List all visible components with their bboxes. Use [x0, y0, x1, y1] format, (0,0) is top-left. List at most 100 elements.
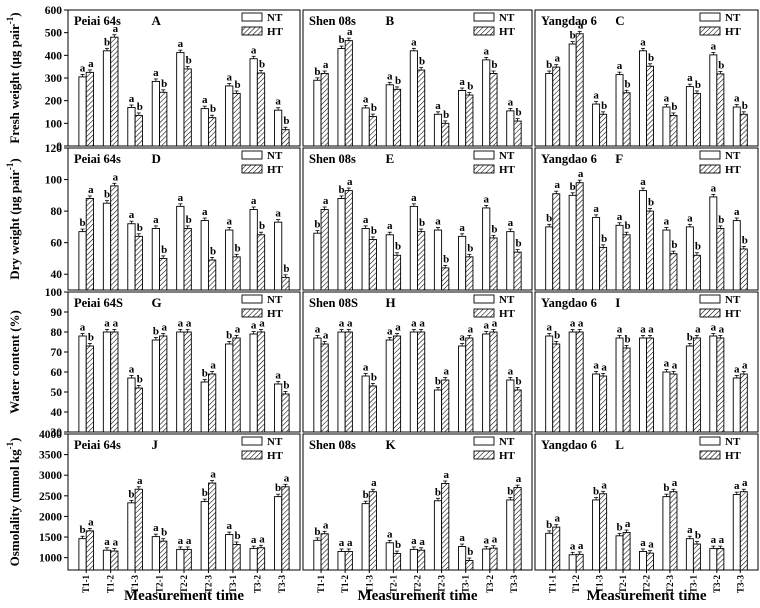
panel-k-bar-nt-T1-3: [361, 503, 370, 571]
panel-j-bar-ht-T3-1: [232, 543, 241, 571]
panel-f-bar-ht-T1-3: [599, 246, 608, 291]
panel-f-cultivar-label: Yangdao 6: [541, 152, 597, 166]
panel-a-bar-ht-T3-3: [281, 129, 290, 147]
panel-k-bar-nt-T1-2: [337, 551, 346, 571]
panel-i-bar-nt-T2-1: [615, 337, 624, 433]
panel-j-sig-nt-T2-3: b: [202, 487, 208, 499]
panel-h-bar-nt-T1-2: [337, 331, 346, 433]
panel-d-cultivar-label: Peiai 64s: [74, 152, 121, 166]
panel-a-bar-nt-T2-3: [200, 108, 209, 147]
panel-i-bar-ht-T3-2: [716, 337, 725, 433]
panel-i-sig-ht-T1-3: a: [601, 361, 607, 373]
panel-e-legend-ht-label: HT: [499, 164, 516, 176]
panel-h-bar-ht-T3-1: [465, 337, 474, 433]
panel-k-legend-ht-swatch: [473, 450, 495, 460]
panel-a-sig-nt-T2-3: a: [202, 94, 208, 106]
panel-i-legend-nt-label: NT: [725, 294, 741, 306]
panel-g-bar-ht-T3-2: [256, 331, 266, 433]
panel-a-legend-nt-label: NT: [267, 12, 283, 24]
panel-d-sig-ht-T2-2: b: [186, 214, 192, 226]
panel-k-x-tick-label-T2-2: T2-2: [413, 575, 423, 594]
y-tick-label-dry-weight-80: 80: [51, 206, 63, 218]
panel-a-bar-ht-T2-1: [159, 91, 168, 147]
panel-e-sig-ht-T3-1: b: [467, 242, 473, 254]
panel-j-bar-ht-T2-3: [207, 482, 217, 571]
panel-i-sig-nt-T3-3: a: [734, 363, 740, 375]
panel-b-bar-nt-T3-3: [506, 110, 515, 147]
panel-l-bar-ht-T3-3: [739, 491, 748, 571]
panel-b-bar-ht-T1-1: [320, 73, 329, 147]
panel-b-bar-ht-T2-3: [441, 122, 450, 147]
panel-g-sig-nt-T2-1: b: [153, 325, 159, 337]
panel-d-bar-nt-T2-1: [151, 228, 161, 291]
panel-l-x-tick-label-T2-1: T2-1: [618, 575, 628, 594]
panel-j-bar-nt-T1-1: [78, 538, 87, 571]
panel-b-sig-ht-T1-2: a: [347, 26, 353, 38]
panel-a-sig-nt-T3-3: a: [275, 96, 281, 108]
panel-f-bar-nt-T3-3: [732, 220, 741, 291]
panel-b-sig-nt-T1-2: b: [338, 34, 344, 46]
panel-a-sig-ht-T2-3: b: [210, 103, 216, 115]
panel-e-bar-nt-T3-1: [458, 235, 467, 291]
panel-k-sig-nt-T1-2: a: [339, 537, 345, 549]
panel-a-bar-nt-T2-1: [151, 80, 161, 147]
panel-k-bar-nt-T3-1: [458, 546, 467, 571]
panel-c-sig-nt-T1-2: b: [570, 30, 576, 42]
panel-g-bar-nt-T3-3: [273, 383, 283, 433]
panel-h-legend-nt-swatch: [473, 294, 495, 304]
panel-d-sig-nt-T1-2: b: [104, 189, 110, 201]
panel-g-legend-ht-swatch: [241, 308, 263, 318]
y-tick-label-osmolality-4000: 4000: [39, 429, 62, 441]
panel-j-bar-ht-T1-2: [110, 550, 119, 571]
panel-f-bar-nt-T2-2: [639, 190, 647, 291]
panel-j-bar-nt-T1-2: [102, 549, 112, 571]
panel-f-bar-nt-T2-3: [662, 229, 671, 291]
panel-a-legend-nt-swatch: [241, 12, 263, 22]
panel-j-bar-ht-T3-3: [281, 486, 290, 571]
panel-b-bar-ht-T3-2: [489, 73, 498, 147]
panel-c-sig-nt-T2-1: a: [617, 60, 623, 72]
panel-j-sig-nt-T2-1: a: [153, 522, 159, 534]
panel-c-bar-nt-T2-1: [615, 74, 624, 147]
panel-g-bar-ht-T1-3: [134, 387, 143, 433]
panel-l-bar-ht-T3-2: [716, 548, 725, 571]
panel-i-sig-nt-T1-2: a: [570, 317, 576, 329]
panel-b-sig-nt-T1-1: b: [314, 66, 320, 78]
panel-b-bar-nt-T1-1: [313, 79, 322, 147]
panel-f-legend-ht-label: HT: [725, 164, 742, 176]
panel-l-bar-nt-T3-3: [732, 494, 741, 571]
y-tick-label-osmolality-2500: 2500: [39, 491, 62, 503]
panel-d-bar-nt-T3-3: [273, 221, 283, 291]
panel-c-sig-nt-T3-3: a: [734, 93, 740, 105]
panel-h-bar-nt-T1-1: [313, 337, 322, 433]
panel-g-sig-ht-T3-1: a: [235, 323, 241, 335]
panel-l-x-tick-label-T1-3: T1-3: [595, 575, 605, 594]
panel-e-bar-ht-T1-3: [368, 239, 377, 291]
panel-j-sig-nt-T1-2: a: [104, 536, 110, 548]
y-axis-label-osmolality: Osmolality (mmol kg-1): [5, 438, 22, 567]
panel-g-bar-ht-T1-2: [110, 331, 119, 433]
panel-e-bar-nt-T2-3: [433, 229, 443, 291]
panel-j-bar-ht-T2-2: [183, 548, 192, 571]
y-tick-label-osmolality-2000: 2000: [39, 511, 62, 523]
panel-l-x-tick-label-T2-2: T2-2: [642, 575, 652, 594]
panel-b-sig-nt-T2-1: a: [387, 70, 393, 82]
panel-j-sig-nt-T2-2: a: [178, 535, 184, 547]
panel-d-sig-ht-T3-3: b: [283, 263, 289, 275]
panel-j-bar-ht-T2-1: [159, 540, 168, 571]
y-tick-label-dry-weight-40: 40: [51, 269, 63, 281]
panel-k-sig-ht-T3-3: a: [516, 473, 522, 485]
panel-j-bar-ht-T1-1: [85, 530, 95, 571]
panel-b-sig-nt-T2-2: a: [411, 36, 417, 48]
x-axis-label-2: Measurement time: [357, 588, 477, 604]
panel-i-bar-ht-T1-1: [552, 343, 561, 433]
panel-a-bar-ht-T3-1: [232, 92, 241, 147]
panel-e-bar-ht-T3-2: [489, 237, 498, 291]
panel-f-bar-nt-T1-2: [568, 194, 577, 291]
panel-c-sig-ht-T2-2: b: [648, 52, 654, 64]
panel-h-sig-nt-T1-3: a: [363, 361, 369, 373]
panel-b-sig-nt-T3-1: a: [459, 76, 465, 88]
panel-b-legend-nt-label: NT: [499, 12, 515, 24]
panel-h-sig-ht-T3-3: b: [515, 375, 521, 387]
panel-k-bar-nt-T2-1: [385, 542, 394, 571]
